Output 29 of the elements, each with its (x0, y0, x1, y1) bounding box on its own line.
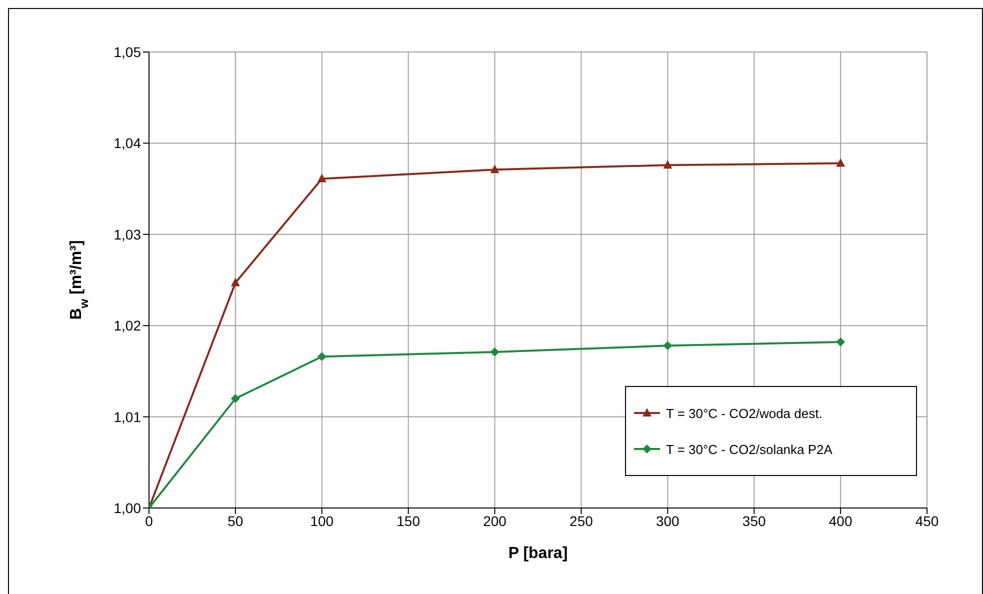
x-tick-label: 300 (656, 512, 680, 529)
point (490, 348, 500, 357)
point (490, 164, 500, 174)
x-tick-label: 450 (915, 512, 939, 529)
legend-label: T = 30°C - CO2/solanka P2A (666, 442, 832, 456)
y-tick-label: 1,04 (114, 135, 142, 152)
point (836, 338, 846, 347)
point (663, 341, 672, 350)
x-tick-label: 250 (570, 512, 594, 529)
x-axis-title: P [bara] (508, 545, 568, 562)
y-tick-label: 1,01 (114, 408, 142, 425)
point (230, 278, 240, 286)
point (663, 160, 672, 169)
x-tick-label: 150 (396, 512, 420, 529)
legend-label: T = 30°C - CO2/woda dest. (666, 406, 822, 420)
x-tick-label: 400 (828, 512, 852, 529)
point (317, 352, 326, 362)
x-tick-label: 50 (228, 512, 244, 529)
point (230, 394, 240, 404)
x-tick-label: 200 (483, 512, 507, 529)
x-tick-label: 350 (742, 512, 766, 529)
x-tick-label: 0 (145, 512, 154, 529)
point (317, 174, 326, 182)
y-tick-label: 1,00 (114, 500, 142, 516)
y-tick-label: 1,02 (114, 318, 142, 334)
y-tick-label: 1,03 (114, 226, 142, 242)
y-tick-label: 1,05 (114, 44, 142, 60)
x-tick-label: 100 (310, 512, 334, 529)
point (836, 158, 846, 167)
